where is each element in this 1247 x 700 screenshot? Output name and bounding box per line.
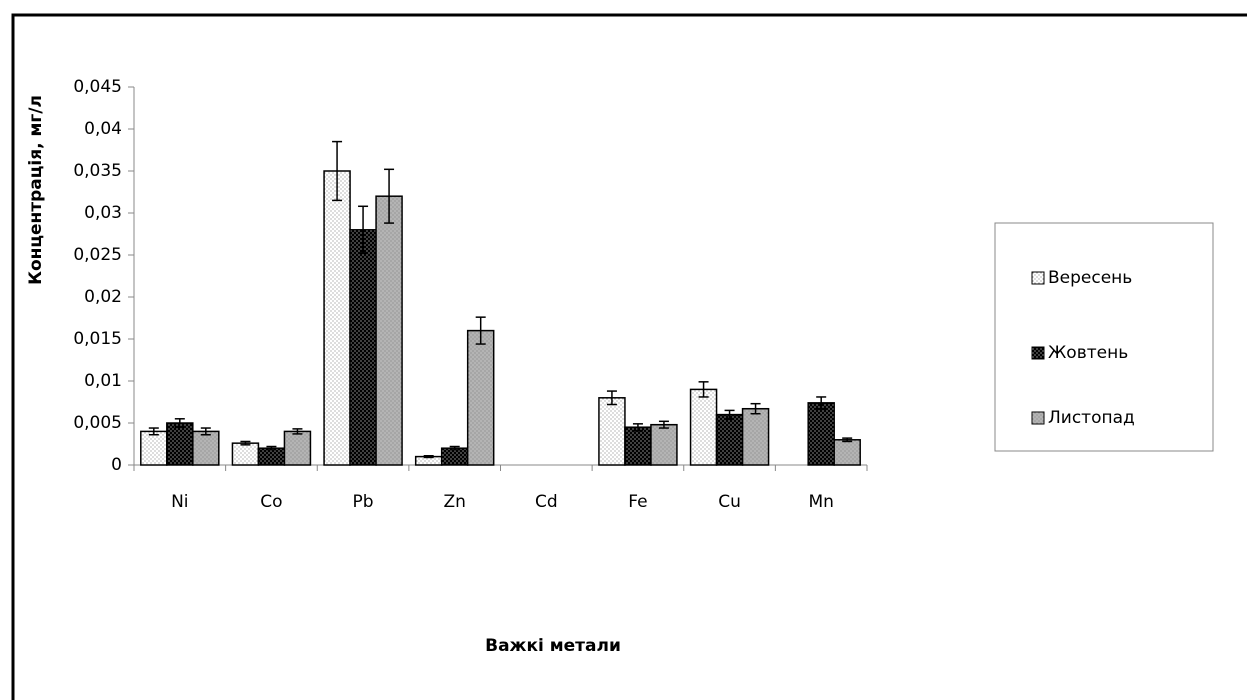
error-bar (842, 437, 853, 443)
bar (192, 430, 220, 466)
y-tick-label: 0,045 (73, 77, 122, 97)
bar (231, 442, 260, 466)
y-axis-title: Концентрація, мг/л (26, 95, 46, 285)
error-bar (698, 381, 709, 398)
bar (257, 447, 286, 466)
error-bar (816, 396, 827, 410)
legend-swatch (1031, 346, 1045, 360)
error-bar (449, 445, 460, 451)
bar (375, 195, 403, 466)
bar (650, 423, 678, 466)
bar (440, 447, 469, 466)
bar (166, 422, 194, 466)
bar (283, 430, 312, 466)
error-bar (750, 402, 761, 415)
x-tick-label: Pb (353, 492, 374, 512)
error-bar (423, 455, 434, 459)
y-tick-label: 0,015 (73, 329, 122, 349)
x-axis-title: Важкі метали (485, 636, 621, 656)
legend-swatch (1031, 411, 1045, 425)
error-bar (266, 445, 277, 451)
frame (11, 13, 1247, 700)
y-tick-label: 0 (111, 455, 122, 475)
bar (140, 430, 168, 466)
bar (598, 397, 626, 466)
error-bar (148, 427, 159, 436)
bar (466, 329, 495, 466)
y-tick-label: 0,04 (84, 119, 122, 139)
error-bar (332, 140, 343, 202)
error-bar (724, 409, 735, 420)
error-bar (384, 168, 395, 224)
legend (994, 222, 1214, 452)
x-tick-label: Zn (443, 492, 465, 512)
error-bar (292, 428, 303, 435)
error-bar (632, 423, 643, 432)
bar (689, 388, 718, 466)
y-tick-label: 0,035 (73, 161, 122, 181)
legend-label: Листопад (1048, 408, 1135, 428)
error-bar (475, 316, 486, 345)
x-tick-label: Fe (628, 492, 647, 512)
y-tick-label: 0,02 (84, 287, 122, 307)
bar (807, 402, 835, 466)
bar (323, 170, 351, 466)
x-tick-label: Cu (718, 492, 741, 512)
bar (349, 229, 377, 466)
x-tick-label: Ni (171, 492, 188, 512)
bar (833, 439, 861, 466)
y-tick-label: 0,01 (84, 371, 122, 391)
x-tick-label: Mn (808, 492, 833, 512)
x-tick-label: Co (260, 492, 282, 512)
bar (741, 407, 770, 466)
bar (624, 426, 652, 466)
error-bar (658, 420, 669, 429)
y-tick-label: 0,025 (73, 245, 122, 265)
error-bar (174, 418, 185, 428)
legend-label: Жовтень (1048, 343, 1128, 363)
legend-label: Вересень (1048, 268, 1132, 288)
error-bar (200, 427, 211, 436)
x-tick-label: Cd (535, 492, 558, 512)
y-tick-label: 0,005 (73, 413, 122, 433)
error-bar (240, 440, 251, 446)
bar (715, 413, 744, 466)
legend-swatch (1031, 271, 1045, 285)
error-bar (606, 390, 617, 406)
error-bar (358, 205, 369, 255)
y-tick-label: 0,03 (84, 203, 122, 223)
